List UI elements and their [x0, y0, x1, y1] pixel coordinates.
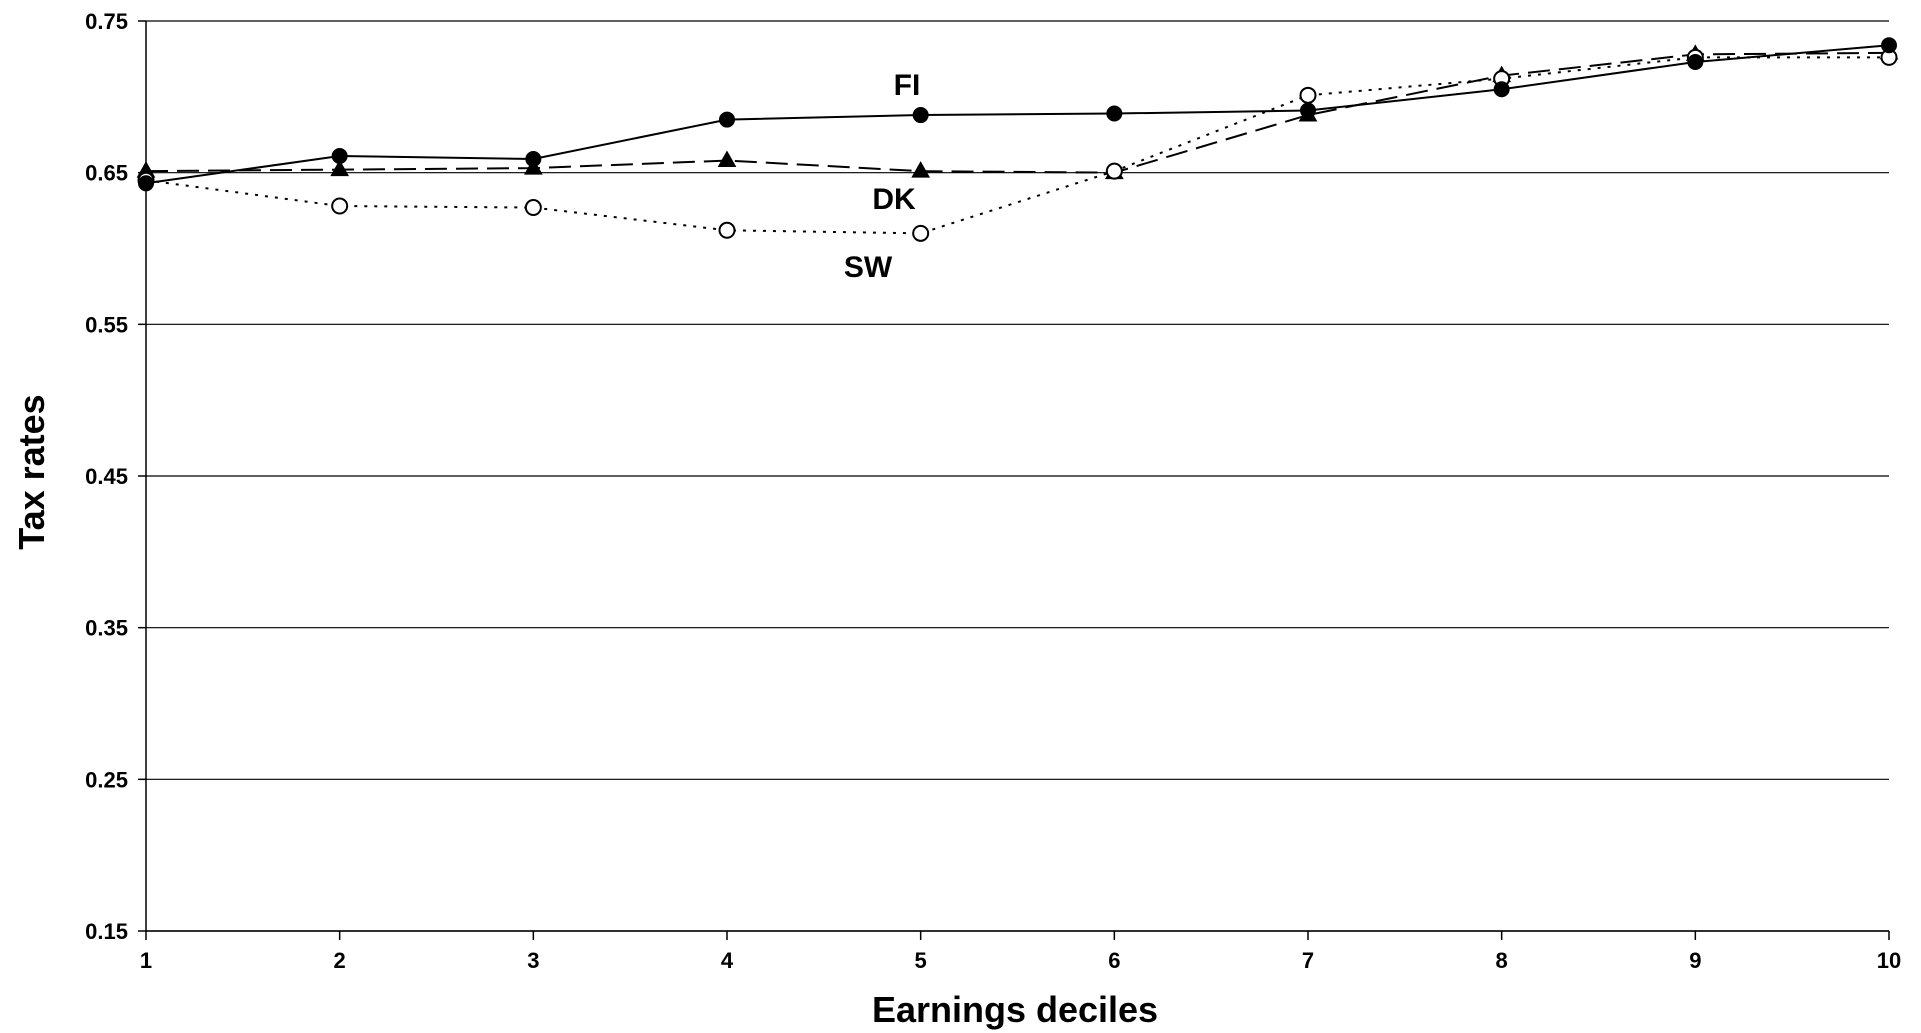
point-fi-5	[912, 107, 929, 124]
y-tick-label-4: 0.55	[85, 312, 128, 337]
point-fi-7	[1300, 102, 1316, 119]
y-tick-label-5: 0.65	[85, 161, 128, 186]
point-fi-2	[331, 147, 348, 164]
y-tick-label-3: 0.45	[85, 464, 128, 489]
y-tick-label-0: 0.15	[85, 919, 128, 944]
x-tick-labels: 1 2 3 4 5 6 7 8 9 10	[140, 948, 1901, 973]
x-tick-label-2: 3	[527, 948, 539, 973]
series-line-fi	[145, 44, 1890, 185]
series-label-fi: FI	[894, 69, 921, 102]
x-tick-label-1: 2	[334, 948, 346, 973]
series-label-sw: SW	[844, 251, 893, 284]
point-sw-2	[331, 197, 349, 215]
point-fi-1	[138, 175, 154, 192]
axes	[138, 20, 1890, 940]
point-dk-2	[330, 159, 350, 177]
point-dk-5	[911, 161, 931, 178]
point-sw-4	[718, 221, 736, 239]
point-fi-3	[525, 151, 542, 168]
point-dk-4	[717, 150, 737, 168]
point-fi-10	[1881, 37, 1897, 54]
x-tick-label-0: 1	[140, 948, 152, 973]
y-axis-title: Tax rates	[11, 394, 52, 549]
x-axis-title: Earnings deciles	[872, 989, 1158, 1030]
point-sw-7	[1299, 86, 1317, 104]
point-fi-4	[719, 111, 735, 128]
y-tick-labels: 0.15 0.25 0.35 0.45 0.55 0.65 0.75	[85, 9, 128, 944]
series-line-dk	[145, 51, 1890, 174]
x-tick-label-3: 4	[721, 948, 734, 973]
series-labels: FI DK SW	[844, 69, 921, 284]
x-tick-label-8: 9	[1689, 948, 1701, 973]
y-tick-label-2: 0.35	[85, 616, 128, 641]
x-tick-label-9: 10	[1877, 948, 1901, 973]
x-tick-label-5: 6	[1108, 948, 1120, 973]
x-tick-label-6: 7	[1302, 948, 1314, 973]
y-tick-label-1: 0.25	[85, 767, 128, 792]
point-fi-8	[1493, 81, 1510, 98]
y-tick-label-6: 0.75	[85, 9, 128, 34]
point-sw-5	[912, 224, 930, 242]
x-tick-label-4: 5	[915, 948, 927, 973]
series-group	[136, 37, 1899, 242]
x-tick-label-7: 8	[1496, 948, 1508, 973]
series-line-sw	[145, 56, 1889, 235]
point-fi-9	[1687, 53, 1704, 70]
series-label-dk: DK	[872, 183, 916, 216]
point-sw-6	[1105, 162, 1123, 180]
point-fi-6	[1106, 105, 1123, 122]
point-sw-3	[524, 199, 542, 217]
